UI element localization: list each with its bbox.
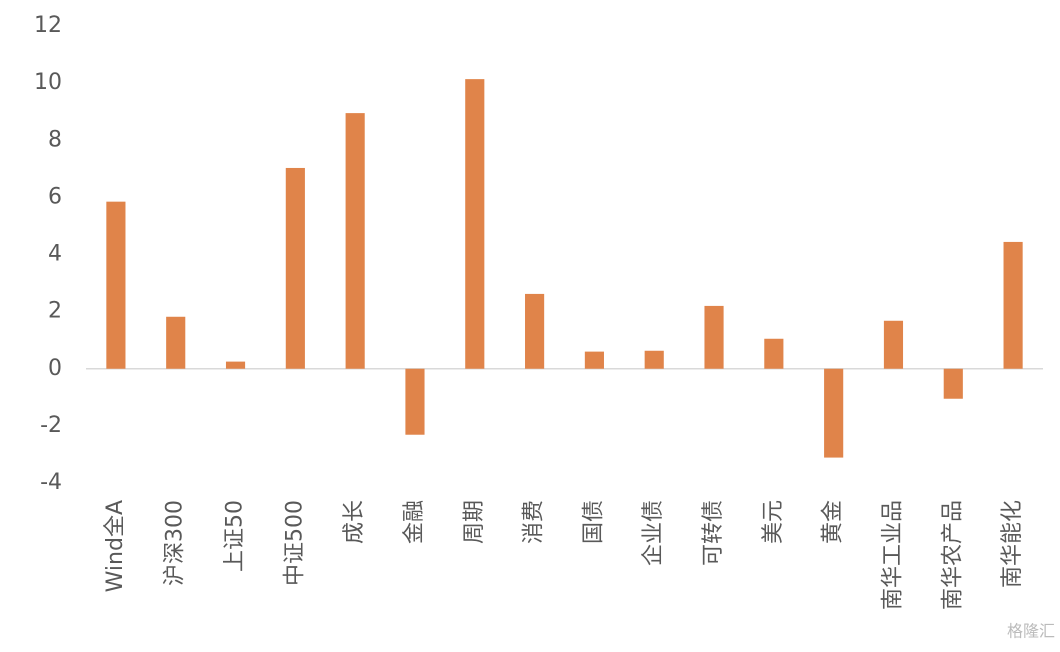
- bar: [644, 350, 664, 369]
- x-tick-label: 美元: [761, 500, 786, 544]
- y-tick-label: 12: [34, 13, 62, 38]
- bar: [824, 368, 844, 458]
- x-tick-label: 南华能化: [1000, 500, 1025, 588]
- y-tick-label: -4: [40, 470, 62, 495]
- x-tick-label: 南华农产品: [940, 500, 965, 610]
- x-tick-label: 黄金: [821, 500, 846, 544]
- bar: [106, 201, 126, 369]
- bar: [883, 320, 904, 369]
- y-tick-label: 0: [48, 356, 62, 381]
- y-tick-label: 10: [34, 70, 62, 95]
- x-tick-label: 沪深300: [163, 500, 188, 586]
- watermark: 格隆汇: [1007, 622, 1055, 641]
- x-tick-label: 企业债: [641, 500, 666, 566]
- bar: [1003, 241, 1023, 369]
- bar: [465, 79, 485, 369]
- x-tick-label: 上证50: [223, 500, 248, 572]
- x-tick-label: 中证500: [282, 500, 307, 586]
- y-tick-label: 6: [48, 184, 62, 209]
- bar: [704, 305, 724, 369]
- bar: [764, 338, 784, 369]
- bar: [345, 113, 365, 369]
- x-tick-label: 南华工业品: [880, 500, 905, 610]
- y-tick-label: -2: [40, 413, 62, 438]
- bar: [225, 361, 246, 369]
- x-tick-label: 国债: [581, 500, 606, 544]
- y-tick-label: 2: [48, 299, 62, 324]
- y-tick-label: 4: [48, 242, 62, 267]
- bar: [584, 351, 604, 369]
- bar: [285, 167, 305, 369]
- bar: [166, 316, 186, 369]
- bar: [525, 293, 545, 369]
- x-tick-label: 成长: [342, 500, 367, 544]
- y-tick-label: 8: [48, 127, 62, 152]
- x-tick-label: 可转债: [701, 500, 726, 566]
- x-tick-label: Wind全A: [103, 500, 128, 592]
- x-tick-label: 周期: [462, 500, 487, 544]
- bar: [943, 368, 963, 399]
- bar: [405, 368, 425, 435]
- x-tick-label: 金融: [402, 500, 427, 544]
- x-tick-label: 消费: [522, 500, 547, 544]
